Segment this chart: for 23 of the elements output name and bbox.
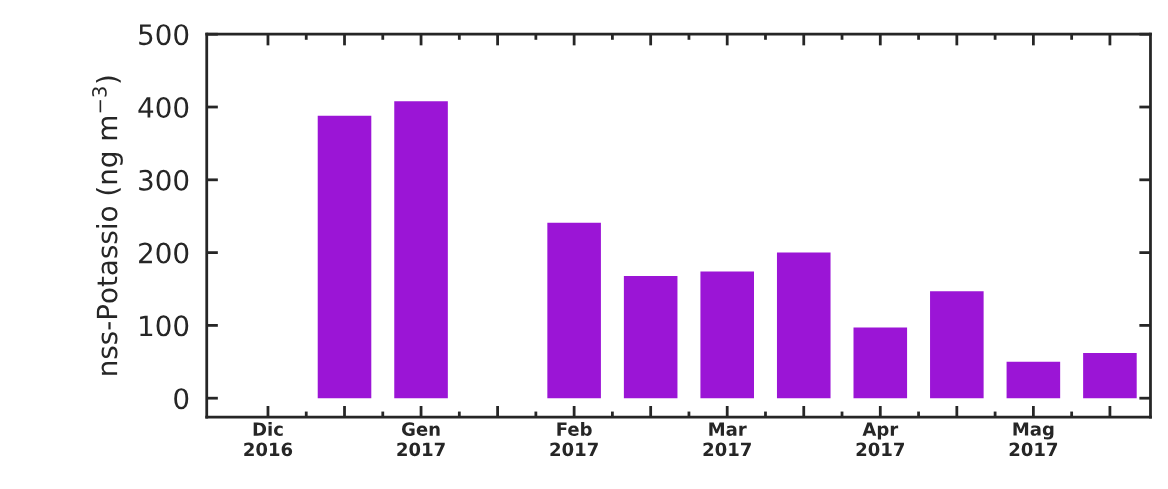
bar (700, 271, 754, 399)
bar (1083, 353, 1137, 399)
bar (317, 115, 372, 399)
bar (623, 275, 678, 399)
x-tick-label: Gen 2017 (397, 422, 445, 457)
y-tick-label: 0 (174, 388, 189, 410)
bar (930, 291, 984, 399)
x-tick-label: Mar 2017 (703, 422, 751, 457)
y-tick-label: 300 (139, 169, 189, 191)
y-tick-label: 200 (139, 242, 189, 264)
bar (547, 222, 601, 399)
y-tick-label: 400 (138, 96, 189, 118)
y-axis-title: nss-Potassio (ng m$^{−3}$) (92, 76, 123, 375)
y-tick-label: 500 (139, 24, 189, 46)
bar (1006, 361, 1061, 399)
x-tick-label: Feb 2017 (550, 421, 598, 457)
x-tick-label: Apr 2017 (856, 422, 904, 457)
y-tick-label: 100 (140, 315, 189, 337)
x-tick-label: Mag 2017 (1009, 422, 1058, 457)
bar (776, 252, 831, 399)
bar (394, 101, 448, 399)
x-tick-label: Dic 2016 (244, 421, 293, 457)
bar (853, 327, 908, 399)
